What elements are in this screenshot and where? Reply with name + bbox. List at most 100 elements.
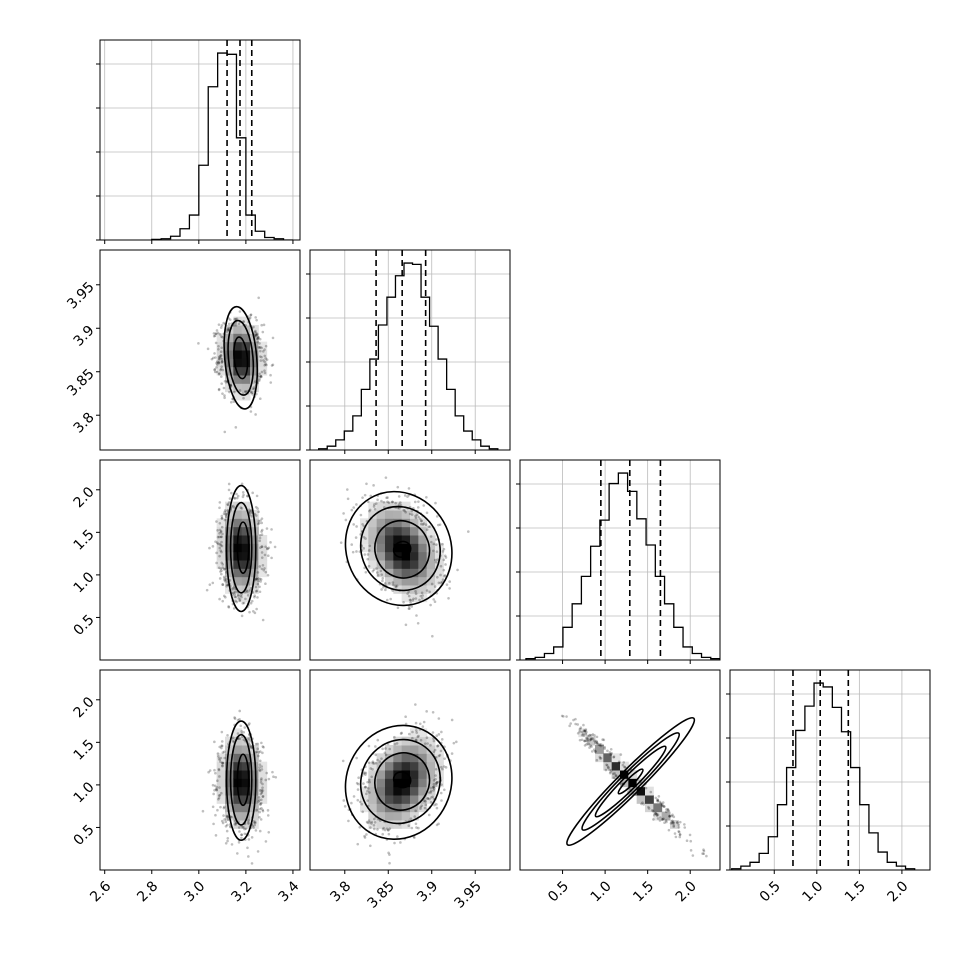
scatter-point xyxy=(217,361,220,364)
density-cell xyxy=(401,576,411,586)
scatter-point xyxy=(434,560,438,564)
scatter-point xyxy=(233,595,237,599)
scatter-point xyxy=(261,809,265,813)
y-tick-label: 0.5 xyxy=(71,822,98,849)
density-cell xyxy=(233,811,243,821)
scatter-point xyxy=(433,585,437,588)
scatter-point xyxy=(223,379,227,383)
density-cell xyxy=(401,501,411,511)
scatter-point xyxy=(221,764,224,767)
density-cell xyxy=(241,350,251,359)
scatter-point xyxy=(232,400,236,403)
scatter-point xyxy=(411,730,414,734)
scatter-point xyxy=(352,795,356,798)
scatter-point xyxy=(245,589,248,592)
scatter-point xyxy=(661,817,664,821)
scatter-point xyxy=(388,853,391,856)
scatter-point xyxy=(218,758,221,762)
scatter-point xyxy=(381,579,384,583)
scatter-point xyxy=(433,803,436,807)
density-cell xyxy=(418,585,428,594)
scatter-point xyxy=(254,329,257,333)
scatter-point xyxy=(218,522,222,525)
scatter-point xyxy=(583,729,586,733)
scatter-point xyxy=(223,818,226,821)
scatter-point xyxy=(271,336,275,340)
scatter-point xyxy=(668,814,671,818)
scatter-point xyxy=(224,820,228,824)
scatter-point xyxy=(672,821,676,825)
scatter-point xyxy=(259,580,262,583)
density-cell xyxy=(258,341,268,351)
scatter-point xyxy=(213,768,216,772)
scatter-point xyxy=(219,760,222,764)
scatter-point xyxy=(224,841,228,845)
scatter-point xyxy=(264,778,268,782)
density-cell xyxy=(360,543,369,553)
scatter-point xyxy=(255,750,259,754)
scatter-point xyxy=(217,361,221,365)
scatter-point xyxy=(221,583,224,586)
scatter-point xyxy=(678,833,682,836)
density-cell xyxy=(410,753,419,763)
scatter-point xyxy=(369,844,372,848)
scatter-point xyxy=(256,747,259,751)
scatter-point xyxy=(653,812,657,815)
scatter-point xyxy=(584,736,588,740)
scatter-point xyxy=(407,824,411,828)
scatter-point xyxy=(435,782,438,785)
density-cell xyxy=(216,333,226,343)
scatter-point xyxy=(225,583,229,587)
scatter-point xyxy=(606,764,609,767)
scatter-point xyxy=(240,482,244,486)
scatter-point xyxy=(220,540,223,544)
scatter-point xyxy=(217,344,220,348)
density-cell xyxy=(376,778,386,788)
density-cell xyxy=(233,568,243,578)
scatter-point xyxy=(371,569,375,573)
scatter-point xyxy=(429,789,433,793)
scatter-point xyxy=(592,748,596,751)
scatter-point xyxy=(580,738,584,742)
scatter-point xyxy=(220,516,224,520)
scatter-point xyxy=(246,590,249,593)
scatter-point xyxy=(423,742,427,745)
scatter-point xyxy=(409,598,412,602)
density-cell xyxy=(393,786,403,796)
scatter-point xyxy=(663,805,666,808)
density-cell xyxy=(225,535,234,544)
scatter-point xyxy=(652,813,656,817)
density-cell xyxy=(401,560,411,569)
density-cell xyxy=(225,795,234,804)
scatter-point xyxy=(260,545,264,548)
density-cell xyxy=(250,543,259,553)
scatter-point xyxy=(222,575,226,579)
scatter-point xyxy=(254,413,257,416)
scatter-point xyxy=(218,745,221,749)
scatter-point xyxy=(467,530,470,533)
scatter-point xyxy=(226,503,230,507)
scatter-point xyxy=(219,567,223,571)
scatter-point xyxy=(249,511,252,514)
scatter-point xyxy=(593,741,597,744)
scatter-point xyxy=(445,583,449,586)
density-cell xyxy=(636,778,646,788)
scatter-point xyxy=(252,819,255,823)
scatter-point xyxy=(252,826,255,829)
scatter-point xyxy=(399,841,402,844)
scatter-point xyxy=(255,514,258,517)
density-cell xyxy=(360,786,369,796)
scatter-point xyxy=(578,727,582,731)
scatter-point xyxy=(668,814,672,818)
density-cell xyxy=(385,745,394,754)
scatter-point xyxy=(219,530,223,534)
scatter-point xyxy=(221,368,225,372)
density-cell xyxy=(611,761,621,771)
scatter-point xyxy=(441,550,445,553)
scatter-point xyxy=(585,730,588,734)
scatter-point xyxy=(233,819,237,823)
scatter-point xyxy=(256,507,259,510)
scatter-point xyxy=(228,390,231,394)
density-cell xyxy=(233,510,243,519)
scatter-point xyxy=(227,488,231,492)
